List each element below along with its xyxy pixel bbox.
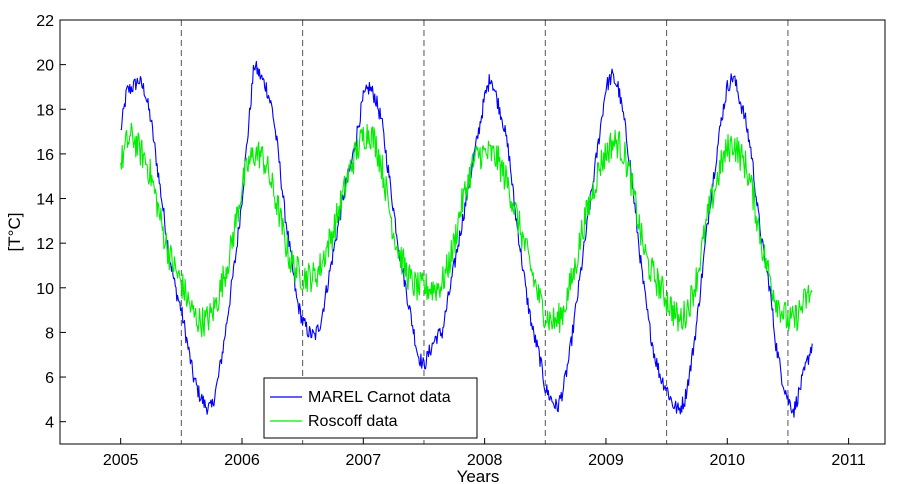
x-tick-label: 2005 [103,452,139,469]
x-tick-label: 2009 [588,452,624,469]
y-axis-label: [T°C] [5,213,24,252]
x-tick-label: 2006 [224,452,260,469]
x-tick-label: 2010 [709,452,745,469]
legend: MAREL Carnot data Roscoff data [263,377,478,439]
series-line-roscoff [120,122,813,338]
y-tick-label: 10 [36,281,54,298]
y-axis: 4 6 8 10 12 14 16 18 20 22 [36,13,66,432]
plot-area [59,19,886,445]
legend-label-roscoff: Roscoff data [308,413,398,430]
reference-lines [180,20,789,444]
x-axis: 2005 2006 2007 2008 2009 2010 2011 [103,438,866,469]
y-tick-label: 14 [36,192,54,209]
y-tick-label: 22 [36,13,54,30]
x-tick-label: 2011 [831,452,866,469]
y-tick-label: 6 [45,370,54,387]
x-axis-label: Years [457,467,500,484]
plot-border [59,19,886,445]
series-layer [120,60,813,418]
y-tick-label: 16 [36,147,54,164]
legend-label-marel: MAREL Carnot data [308,389,451,406]
x-tick-label: 2007 [346,452,382,469]
x-tick-label: 2008 [467,452,503,469]
y-tick-label: 8 [45,325,54,342]
y-tick-label: 12 [36,236,54,253]
plot-frame [60,20,885,444]
y-tick-label: 18 [36,102,54,119]
legend-box [263,377,478,439]
y-tick-label: 4 [45,415,54,432]
y-tick-label: 20 [36,58,54,75]
